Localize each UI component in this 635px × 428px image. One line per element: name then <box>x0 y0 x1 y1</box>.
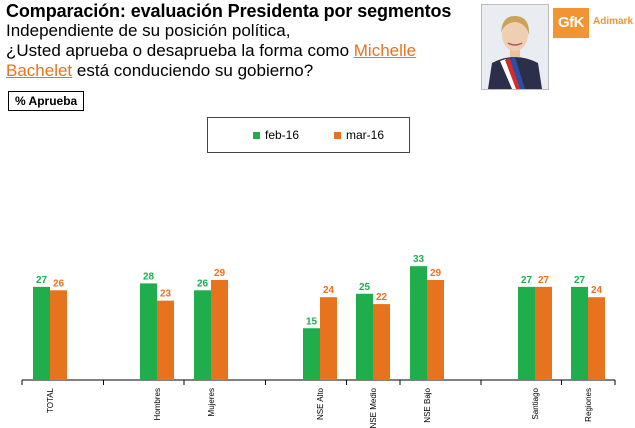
bar-mar-nse-medio <box>373 304 390 380</box>
data-label-mar: 22 <box>376 292 388 303</box>
category-label: Mujeres <box>207 388 216 416</box>
bar-feb-nse-bajo <box>410 266 427 380</box>
bar-mar-santiago <box>535 286 552 380</box>
bar-feb-nse-medio <box>356 293 373 380</box>
data-label-feb: 15 <box>306 316 318 327</box>
category-label: Hombres <box>153 388 162 420</box>
bar-feb-mujeres <box>194 290 211 380</box>
legend-swatch-feb <box>253 132 260 139</box>
question-part-3: está conduciendo su gobierno? <box>76 61 314 80</box>
category-label: NSE Bajo <box>423 387 432 422</box>
gfk-adimark-logo: GfK Adimark <box>553 6 633 46</box>
category-label: TOTAL <box>46 387 55 413</box>
portrait-illustration <box>482 5 548 89</box>
data-label-mar: 24 <box>323 285 335 296</box>
bar-feb-santiago <box>518 286 535 380</box>
president-portrait <box>481 4 549 90</box>
legend-item-feb: feb-16 <box>253 128 299 142</box>
data-label-mar: 26 <box>53 278 65 289</box>
president-name-link[interactable]: Michelle Bachelet <box>6 41 417 80</box>
legend-swatch-mar <box>334 132 341 139</box>
data-label-feb: 26 <box>197 278 209 289</box>
page-title: Comparación: evaluación Presidenta por s… <box>6 1 452 21</box>
legend-label-mar: mar-16 <box>346 128 385 142</box>
data-label-mar: 23 <box>160 289 172 300</box>
data-label-mar: 29 <box>214 268 226 279</box>
data-label-feb: 27 <box>574 275 586 286</box>
chart-legend: feb-16 mar-16 <box>207 117 410 153</box>
data-label-feb: 33 <box>413 254 425 265</box>
question-part-1: Independiente de su posición política, <box>6 21 291 40</box>
bar-mar-mujeres <box>211 279 228 380</box>
bar-mar-nse-alto <box>320 297 337 380</box>
question-text: Independiente de su posición política, ¿… <box>6 21 476 81</box>
approval-label: % Aprueba <box>8 91 85 111</box>
data-label-mar: 29 <box>430 268 442 279</box>
legend-item-mar: mar-16 <box>334 128 384 142</box>
bar-feb-hombres <box>140 283 157 380</box>
bar-mar-nse-bajo <box>427 279 444 380</box>
gfk-logo-mark: GfK <box>553 8 589 38</box>
category-label: Regiones <box>584 388 593 422</box>
bar-feb-total <box>33 286 50 380</box>
category-label: Santiago <box>531 387 540 419</box>
data-label-feb: 28 <box>143 271 155 282</box>
bar-feb-regiones <box>571 286 588 380</box>
adimark-logo-text: Adimark <box>593 16 634 27</box>
category-label: NSE Alto <box>316 387 325 420</box>
data-label-mar: 24 <box>591 285 603 296</box>
question-part-2: ¿Usted aprueba o desaprueba la forma com… <box>6 41 350 60</box>
bar-mar-total <box>50 290 67 380</box>
data-label-mar: 27 <box>538 275 550 286</box>
data-label-feb: 25 <box>359 282 371 293</box>
bar-feb-nse-alto <box>303 328 320 380</box>
data-label-feb: 27 <box>521 275 533 286</box>
legend-label-feb: feb-16 <box>265 128 300 142</box>
category-label: NSE Medio <box>369 387 378 428</box>
data-label-feb: 27 <box>36 275 48 286</box>
bar-mar-regiones <box>588 297 605 380</box>
bar-mar-hombres <box>157 300 174 380</box>
